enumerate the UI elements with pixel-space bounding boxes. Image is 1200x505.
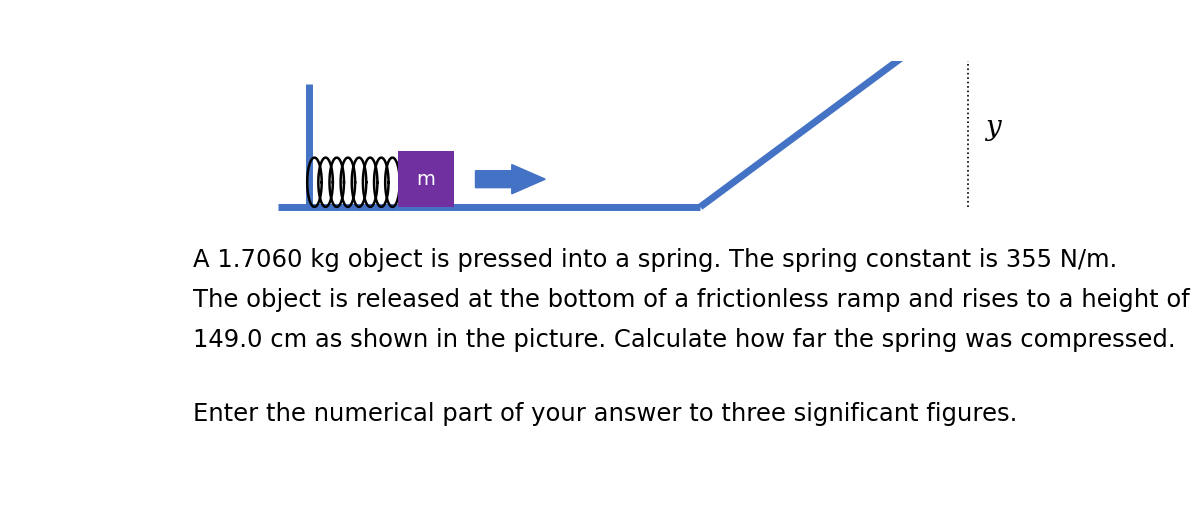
Text: y: y [985, 115, 1001, 141]
Text: 149.0 cm as shown in the picture. Calculate how far the spring was compressed.: 149.0 cm as shown in the picture. Calcul… [193, 328, 1175, 352]
Text: Enter the numerical part of your answer to three significant figures.: Enter the numerical part of your answer … [193, 402, 1018, 426]
Text: m: m [416, 170, 436, 189]
Text: A 1.7060 kg object is pressed into a spring. The spring constant is 355 N/m.: A 1.7060 kg object is pressed into a spr… [193, 248, 1117, 272]
Bar [398, 152, 454, 207]
Polygon shape [475, 165, 545, 194]
Text: The object is released at the bottom of a frictionless ramp and rises to a heigh: The object is released at the bottom of … [193, 288, 1189, 312]
